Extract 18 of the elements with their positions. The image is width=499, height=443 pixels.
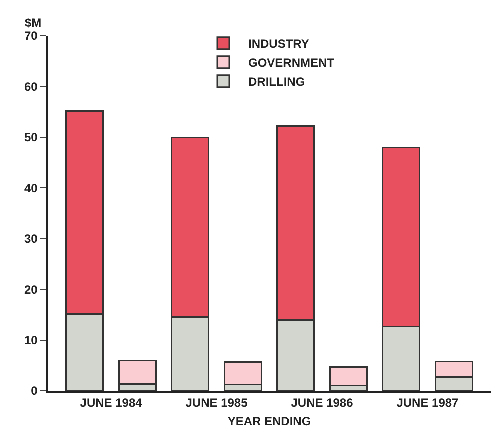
y-tick-label: 10	[24, 333, 38, 348]
x-tick-label: JUNE 1986	[291, 396, 354, 410]
y-tick-label: 20	[24, 282, 38, 297]
legend-label: INDUSTRY	[248, 37, 310, 52]
y-tick-label: 0	[31, 384, 38, 398]
x-tick-label: JUNE 1987	[396, 396, 460, 410]
y-tick-label: 60	[24, 80, 38, 94]
legend-label: GOVERNMENT	[248, 56, 336, 70]
x-tick-label: JUNE 1984	[80, 396, 143, 410]
y-tick-label: 70	[24, 29, 38, 44]
y-tick-label: 50	[24, 130, 38, 145]
legend-label: DRILLING	[248, 75, 306, 90]
x-axis-title: YEAR ENDING	[228, 414, 312, 429]
bar	[329, 366, 368, 387]
y-axis-title: $M	[25, 16, 42, 30]
y-tick-label: 30	[24, 232, 38, 246]
y-tick-label: 40	[24, 181, 38, 196]
x-tick-label: JUNE 1985	[186, 396, 248, 410]
